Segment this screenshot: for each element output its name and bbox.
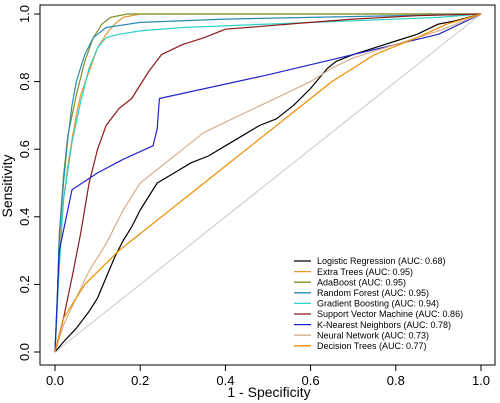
x-tick-label: 0.6 xyxy=(302,373,320,388)
reference-diagonal-line xyxy=(54,13,482,353)
x-tick-label: 0.2 xyxy=(131,373,149,388)
legend-label-2: AdaBoost (AUC: 0.95) xyxy=(317,277,406,287)
series-line-3 xyxy=(54,13,482,353)
y-axis: 0.0 0.2 0.4 0.6 0.8 1.0 xyxy=(17,5,41,361)
legend-label-6: K-Nearest Neighbors (AUC: 0.78) xyxy=(317,320,451,330)
y-tick-label: 0.2 xyxy=(17,275,32,293)
y-tick-label: 0.0 xyxy=(17,343,32,361)
x-tick-label: 0.0 xyxy=(46,373,64,388)
legend-label-4: Gradient Boosting (AUC: 0.94) xyxy=(317,299,439,309)
legend-label-0: Logistic Regression (AUC: 0.68) xyxy=(317,256,446,266)
series-line-8 xyxy=(54,13,482,353)
x-tick-label: 0.8 xyxy=(387,373,405,388)
x-tick-label: 0.4 xyxy=(216,373,234,388)
y-tick-label: 0.4 xyxy=(17,208,32,226)
series-line-7 xyxy=(54,13,482,353)
series-layer xyxy=(54,13,482,353)
y-axis-title: Sensitivity xyxy=(0,154,15,217)
series-line-0 xyxy=(54,13,482,353)
legend-label-8: Decision Trees (AUC: 0.77) xyxy=(317,341,427,351)
series-line-5 xyxy=(54,13,482,353)
y-tick-label: 1.0 xyxy=(17,5,32,23)
x-tick-label: 1.0 xyxy=(472,373,490,388)
y-tick-label: 0.6 xyxy=(17,140,32,158)
y-tick-label: 0.8 xyxy=(17,73,32,91)
legend: Logistic Regression (AUC: 0.68)Extra Tre… xyxy=(294,256,463,351)
legend-label-3: Random Forest (AUC: 0.95) xyxy=(317,288,429,298)
legend-label-5: Support Vector Machine (AUC: 0.86) xyxy=(317,309,463,319)
x-axis: 0.0 0.2 0.4 0.6 0.8 1.0 xyxy=(46,364,490,388)
x-axis-title: 1 - Specificity xyxy=(227,384,310,400)
series-line-6 xyxy=(54,13,482,353)
series-line-1 xyxy=(54,13,481,353)
legend-label-7: Neural Network (AUC: 0.73) xyxy=(317,330,429,340)
legend-label-1: Extra Trees (AUC: 0.95) xyxy=(317,267,413,277)
